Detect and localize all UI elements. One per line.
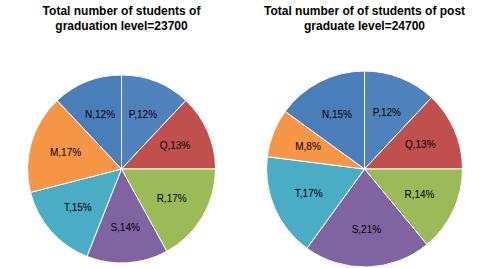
html-text:Total number of students of gr: Total number of students of graduation l… — [42, 4, 201, 33]
svg-text:T,15%: T,15% — [64, 202, 92, 213]
svg-text:M,8%: M,8% — [295, 141, 321, 152]
svg-text:N,15%: N,15% — [322, 109, 352, 120]
svg-text:S,14%: S,14% — [110, 222, 140, 233]
svg-text:P,12%: P,12% — [373, 107, 401, 118]
html-text:Total number of of students of: Total number of of students of post grad… — [264, 4, 465, 33]
svg-text:M,17%: M,17% — [50, 147, 81, 158]
svg-text:N,12%: N,12% — [85, 109, 115, 120]
svg-text:S,21%: S,21% — [352, 224, 382, 235]
svg-text:R,14%: R,14% — [404, 189, 434, 200]
svg-text:R,17%: R,17% — [157, 193, 187, 204]
svg-text:P,12%: P,12% — [129, 109, 157, 120]
svg-text:T,17%: T,17% — [295, 188, 323, 199]
svg-text:Q,13%: Q,13% — [160, 140, 191, 151]
svg-text:Q,13%: Q,13% — [405, 139, 436, 150]
